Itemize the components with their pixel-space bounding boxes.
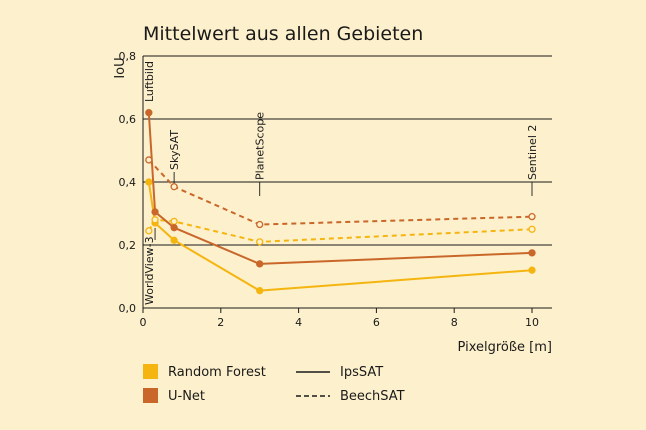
data-point [528, 266, 536, 274]
legend-swatch [143, 364, 158, 379]
x-axis-label: Pixelgröße [m] [458, 340, 552, 355]
data-point [256, 287, 264, 295]
series-line [148, 159, 533, 226]
y-axis-label: IoU [113, 57, 128, 78]
x-tick-label: 0 [140, 316, 147, 329]
x-tick-label: 8 [451, 316, 458, 329]
sensor-label: Sentinel 2 [526, 125, 539, 180]
data-point [528, 249, 536, 257]
x-tick-label: 6 [373, 316, 380, 329]
sensor-label: SkySAT [168, 130, 181, 170]
y-tick-label: 0,0 [119, 302, 137, 315]
legend-label: Random Forest [168, 365, 266, 380]
legend-label: U-Net [168, 389, 205, 404]
data-point [256, 220, 264, 229]
data-point [151, 208, 159, 216]
legend-label: IpsSAT [340, 365, 383, 380]
series-line [147, 112, 533, 265]
data-point [145, 178, 153, 186]
data-point [145, 227, 153, 235]
data-point [151, 216, 159, 224]
x-tick-label: 2 [217, 316, 224, 329]
legend-label: BeechSAT [340, 389, 405, 404]
legend-swatch [143, 388, 158, 403]
sensor-label: PlanetScope [254, 112, 267, 180]
y-tick-label: 0,8 [119, 50, 137, 63]
series-line [147, 181, 533, 292]
data-point [170, 183, 178, 191]
sensor-label: Luftbild [143, 61, 156, 102]
sensor-label: WorldView-3 [143, 236, 156, 305]
data-point [170, 224, 178, 232]
chart-title: Mittelwert aus allen Gebieten [143, 23, 423, 45]
data-point [528, 212, 536, 221]
y-tick-label: 0,4 [119, 176, 137, 189]
data-point [170, 236, 178, 244]
x-tick-label: 4 [295, 316, 302, 329]
data-point [528, 225, 536, 233]
y-tick-label: 0,6 [119, 113, 137, 126]
y-tick-label: 0,2 [119, 239, 137, 252]
data-point [170, 217, 178, 226]
x-tick-label: 10 [525, 316, 539, 329]
data-point [145, 109, 153, 117]
data-point [256, 260, 264, 268]
data-point [145, 156, 153, 164]
data-point [256, 238, 264, 246]
